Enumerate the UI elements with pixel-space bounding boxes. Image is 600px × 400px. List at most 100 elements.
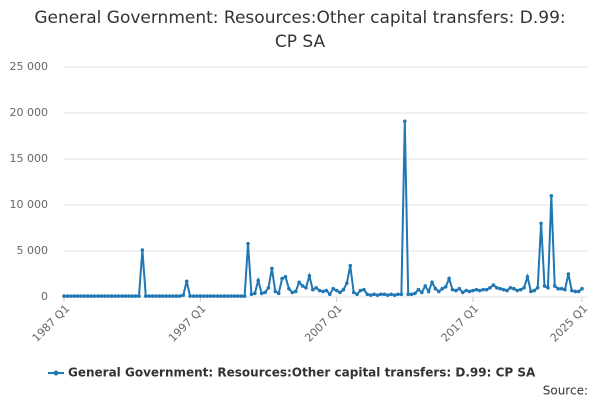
x-tick-label: 2017 Q1 <box>439 302 482 345</box>
data-point <box>362 287 366 292</box>
data-point <box>420 290 424 295</box>
data-point <box>191 294 196 298</box>
data-point <box>198 294 203 298</box>
data-point <box>433 286 438 291</box>
data-point <box>212 294 216 298</box>
data-point <box>276 291 281 296</box>
data-point <box>310 287 315 292</box>
data-point <box>389 292 393 297</box>
data-point <box>99 294 104 298</box>
data-point <box>508 286 513 290</box>
data-point <box>270 266 274 271</box>
data-point <box>62 294 66 298</box>
data-point <box>147 294 151 298</box>
data-point <box>345 281 349 286</box>
data-point <box>96 294 100 298</box>
data-point <box>515 288 520 293</box>
data-point <box>406 292 410 297</box>
data-point <box>239 294 244 298</box>
data-point <box>457 286 462 291</box>
data-point <box>464 288 468 293</box>
data-point <box>297 280 301 285</box>
data-point <box>143 294 148 298</box>
data-point <box>283 274 288 279</box>
data-point <box>92 294 97 298</box>
data-point <box>495 286 499 290</box>
data-point <box>167 294 172 298</box>
data-point <box>246 241 250 246</box>
data-point <box>341 287 346 292</box>
data-point <box>123 294 128 298</box>
data-point <box>491 283 496 287</box>
y-tick-label: 25 000 <box>10 60 49 73</box>
data-point <box>358 288 363 293</box>
data-point <box>171 294 175 298</box>
data-point <box>525 274 530 279</box>
data-point <box>580 286 584 291</box>
data-point <box>379 292 383 297</box>
data-point <box>304 286 308 290</box>
data-point <box>293 289 298 294</box>
data-point <box>321 289 325 294</box>
data-point <box>348 263 353 268</box>
data-point <box>522 286 526 290</box>
data-point <box>133 294 138 298</box>
data-point <box>242 294 247 298</box>
data-point <box>467 289 472 294</box>
data-point <box>266 286 271 290</box>
data-point <box>450 287 455 292</box>
data-point <box>201 294 206 298</box>
data-point <box>188 294 192 298</box>
data-point <box>488 286 492 290</box>
data-point <box>454 288 458 293</box>
data-point <box>178 294 182 298</box>
data-point <box>236 294 240 298</box>
data-point <box>573 289 577 294</box>
data-point <box>539 221 543 226</box>
data-point <box>443 285 448 289</box>
data-point <box>440 286 445 291</box>
y-tick-label: 0 <box>41 290 48 303</box>
data-point <box>79 294 83 298</box>
data-point <box>126 294 131 298</box>
data-point <box>140 248 145 252</box>
data-point <box>569 288 574 293</box>
data-point <box>396 292 400 297</box>
data-point <box>215 294 220 298</box>
data-point <box>287 286 291 291</box>
y-tick-label: 5 000 <box>17 244 49 257</box>
data-point <box>392 293 397 297</box>
data-point <box>328 292 332 297</box>
data-point <box>273 289 278 294</box>
data-point <box>501 287 506 292</box>
data-point <box>82 294 87 298</box>
data-point <box>86 294 90 298</box>
data-point <box>338 290 342 295</box>
data-point <box>532 288 537 293</box>
data-point <box>184 279 189 284</box>
data-point <box>447 276 451 281</box>
data-point <box>113 294 117 298</box>
data-point <box>116 294 121 298</box>
data-point <box>505 288 509 293</box>
data-point <box>130 294 134 298</box>
data-point <box>205 294 209 298</box>
data-point <box>150 294 155 298</box>
data-point <box>484 287 489 292</box>
data-point <box>65 294 70 298</box>
data-point <box>314 286 318 290</box>
x-tick-label: 1997 Q1 <box>166 302 209 345</box>
data-point <box>259 291 264 296</box>
data-point <box>576 289 581 294</box>
data-point <box>382 292 387 297</box>
data-point <box>498 286 503 291</box>
data-point <box>535 286 540 290</box>
data-point <box>512 286 516 291</box>
data-point <box>372 292 376 297</box>
y-tick-label: 10 000 <box>10 198 49 211</box>
series-line <box>64 121 583 298</box>
data-point <box>106 294 111 298</box>
data-point <box>552 284 557 288</box>
x-tick-label: 2007 Q1 <box>302 302 345 345</box>
